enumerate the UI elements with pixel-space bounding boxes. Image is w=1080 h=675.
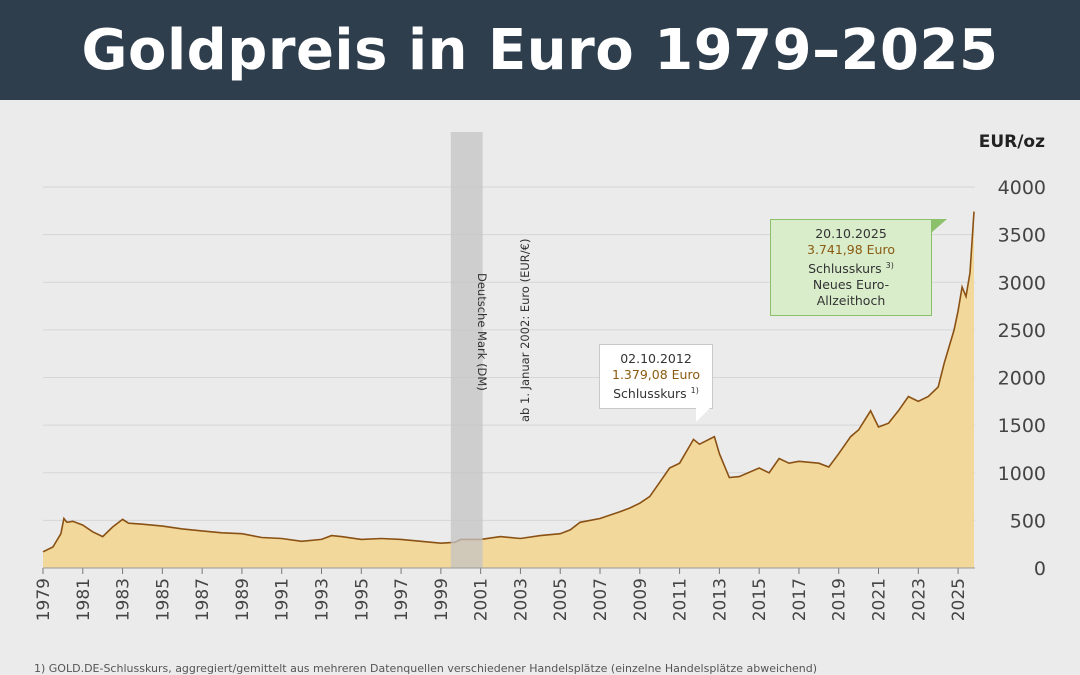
y-tick-label: 3500 bbox=[998, 225, 1046, 247]
annotation-2012-value: 1.379,08 Euro bbox=[612, 367, 700, 382]
x-tick-label: 2019 bbox=[830, 578, 850, 621]
footnote-ref-1: 1) bbox=[690, 386, 699, 395]
footnote: 1) GOLD.DE-Schlusskurs, aggregiert/gemit… bbox=[34, 662, 818, 675]
y-tick-label: 4000 bbox=[998, 177, 1046, 199]
annotation-2012-label: Schlusskurs bbox=[613, 386, 687, 402]
y-axis-ticks: 0 500 1000 1500 2000 2500 3000 3500 4000 bbox=[998, 177, 1046, 580]
currency-change-band bbox=[450, 132, 483, 568]
page-title: Goldpreis in Euro 1979–2025 bbox=[81, 17, 999, 83]
grid-lines bbox=[43, 186, 975, 521]
x-tick-label: 2023 bbox=[909, 578, 929, 621]
y-tick-label: 1000 bbox=[998, 463, 1046, 485]
title-bar: Goldpreis in Euro 1979–2025 bbox=[0, 0, 1080, 100]
annotation-2025-value: 3.741,98 Euro bbox=[807, 242, 895, 257]
annotation-2012-date: 02.10.2012 bbox=[620, 351, 692, 366]
x-tick-label: 1989 bbox=[233, 578, 253, 621]
x-tick-label: 2015 bbox=[750, 578, 770, 621]
x-tick-label: 1985 bbox=[153, 578, 173, 621]
x-tick-label: 1993 bbox=[313, 578, 333, 621]
x-tick-label: 1981 bbox=[74, 578, 94, 621]
x-tick-label: 1995 bbox=[352, 578, 372, 621]
x-tick-label: 2025 bbox=[949, 578, 969, 621]
y-axis-label: EUR/oz bbox=[979, 132, 1045, 152]
x-tick-label: 1999 bbox=[432, 578, 452, 621]
y-tick-label: 3000 bbox=[998, 272, 1046, 294]
x-tick-label: 1979 bbox=[34, 578, 54, 621]
x-tick-label: 1991 bbox=[273, 578, 293, 621]
x-tick-label: 2013 bbox=[710, 578, 730, 621]
x-tick-label: 1997 bbox=[392, 578, 412, 621]
annotation-2025-label: Schlusskurs bbox=[808, 261, 882, 277]
y-tick-label: 500 bbox=[1010, 510, 1046, 532]
x-axis-ticks: 1979 1981 1983 1985 1987 1989 1991 1993 1995 1997… bbox=[34, 567, 975, 621]
footnote-ref-3: 3) bbox=[885, 261, 894, 270]
x-tick-label: 2021 bbox=[870, 578, 890, 621]
y-tick-label: 0 bbox=[1034, 558, 1046, 580]
annotation-2025-date: 20.10.2025 bbox=[815, 226, 887, 241]
annotation-2012-peak: 02.10.2012 1.379,08 Euro Schlusskurs 1) bbox=[599, 344, 713, 423]
price-line bbox=[42, 211, 975, 553]
x-tick-label: 2017 bbox=[790, 578, 810, 621]
gold-price-chart: 0 500 1000 1500 2000 2500 3000 3500 4000 1979 198… bbox=[34, 132, 1046, 621]
x-tick-label: 2011 bbox=[671, 578, 691, 621]
x-tick-label: 1987 bbox=[193, 578, 213, 621]
x-tick-label: 2005 bbox=[551, 578, 571, 621]
annotation-euro: ab 1. Januar 2002: Euro (EUR/€) bbox=[518, 239, 532, 422]
x-tick-label: 1983 bbox=[114, 578, 134, 621]
x-tick-label: 2003 bbox=[511, 578, 531, 621]
y-tick-label: 2000 bbox=[998, 368, 1046, 390]
annotation-2025-extra: Neues Euro-Allzeithoch bbox=[812, 277, 890, 309]
x-tick-label: 2001 bbox=[472, 578, 492, 621]
y-tick-label: 2500 bbox=[998, 320, 1046, 342]
y-tick-label: 1500 bbox=[998, 415, 1046, 437]
annotation-2025-peak: 20.10.2025 3.741,98 Euro Schlusskurs 3) … bbox=[770, 219, 947, 317]
x-tick-label: 2007 bbox=[591, 578, 611, 621]
annotation-deutsche-mark: Deutsche Mark (DM) bbox=[475, 273, 489, 391]
price-area bbox=[43, 211, 974, 568]
x-tick-label: 2009 bbox=[631, 578, 651, 621]
